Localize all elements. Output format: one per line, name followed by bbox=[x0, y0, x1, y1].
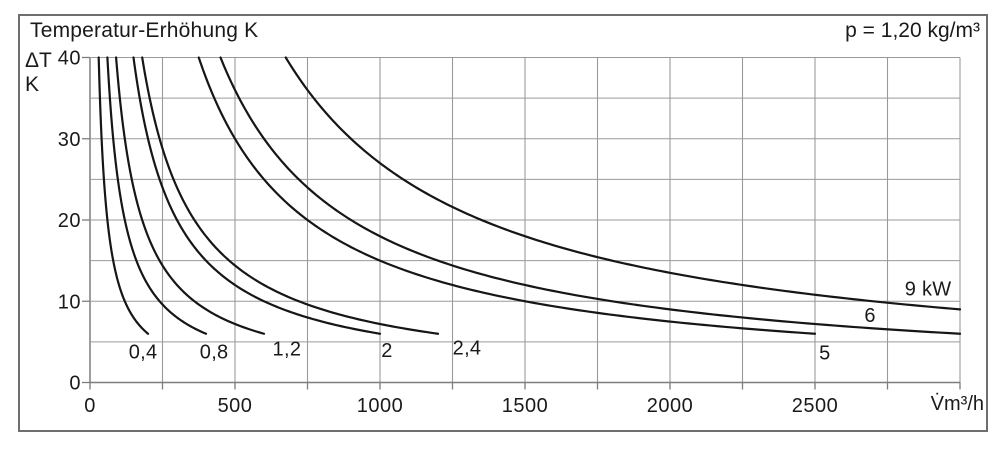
y-tick-label-40: 40 bbox=[58, 48, 81, 70]
y-tick-label-30: 30 bbox=[58, 129, 81, 151]
curve-label-2-4-kw: 2,4 bbox=[453, 338, 482, 360]
curve-label-9-kw: 9 kW bbox=[905, 278, 952, 300]
curves bbox=[97, 56, 962, 335]
x-tick-label-1000: 1000 bbox=[357, 395, 404, 417]
curve-label-2-kw: 2 bbox=[381, 340, 392, 362]
chart-title: Temperatur-Erhöhung K bbox=[30, 19, 259, 42]
curve-label-1-2-kw: 1,2 bbox=[273, 338, 302, 360]
curve-1-2-kw bbox=[115, 56, 266, 335]
curve-6-kw bbox=[219, 56, 962, 335]
x-tick-label-500: 500 bbox=[218, 395, 253, 417]
x-tick-label-1500: 1500 bbox=[502, 395, 549, 417]
y-tick-label-0: 0 bbox=[69, 373, 81, 395]
curve-0-8-kw bbox=[106, 56, 208, 335]
curve-2-kw bbox=[132, 56, 382, 335]
x-tick-label-2500: 2500 bbox=[792, 395, 839, 417]
y-tick-label-20: 20 bbox=[58, 210, 81, 232]
curve-label-5-kw: 5 bbox=[819, 342, 830, 364]
curve-label-0-8-kw: 0,8 bbox=[200, 342, 229, 364]
curve-label-0-4-kw: 0,4 bbox=[129, 342, 158, 364]
curve-9-kw bbox=[284, 56, 962, 311]
curve-2-4-kw bbox=[141, 56, 440, 335]
x-tick-labels: 0 500 1000 1500 2000 2500 bbox=[84, 395, 838, 417]
x-axis-unit-label: V̇m³/h bbox=[930, 393, 984, 415]
curve-labels: 0,4 0,8 1,2 2 2,4 5 6 9 kW bbox=[129, 278, 952, 364]
gridlines bbox=[82, 56, 961, 390]
x-tick-label-2000: 2000 bbox=[647, 395, 694, 417]
curve-label-6-kw: 6 bbox=[864, 305, 875, 327]
density-annotation: p = 1,20 kg/m³ bbox=[845, 19, 980, 42]
x-tick-label-0: 0 bbox=[84, 395, 96, 417]
y-tick-labels: 0 10 20 30 40 bbox=[58, 48, 81, 395]
y-axis-unit-label: K bbox=[25, 73, 40, 96]
y-axis-label-delta-t: ΔT bbox=[25, 49, 52, 72]
curve-5-kw bbox=[197, 56, 817, 335]
curve-0-4-kw bbox=[97, 56, 150, 335]
y-tick-label-10: 10 bbox=[58, 291, 81, 313]
